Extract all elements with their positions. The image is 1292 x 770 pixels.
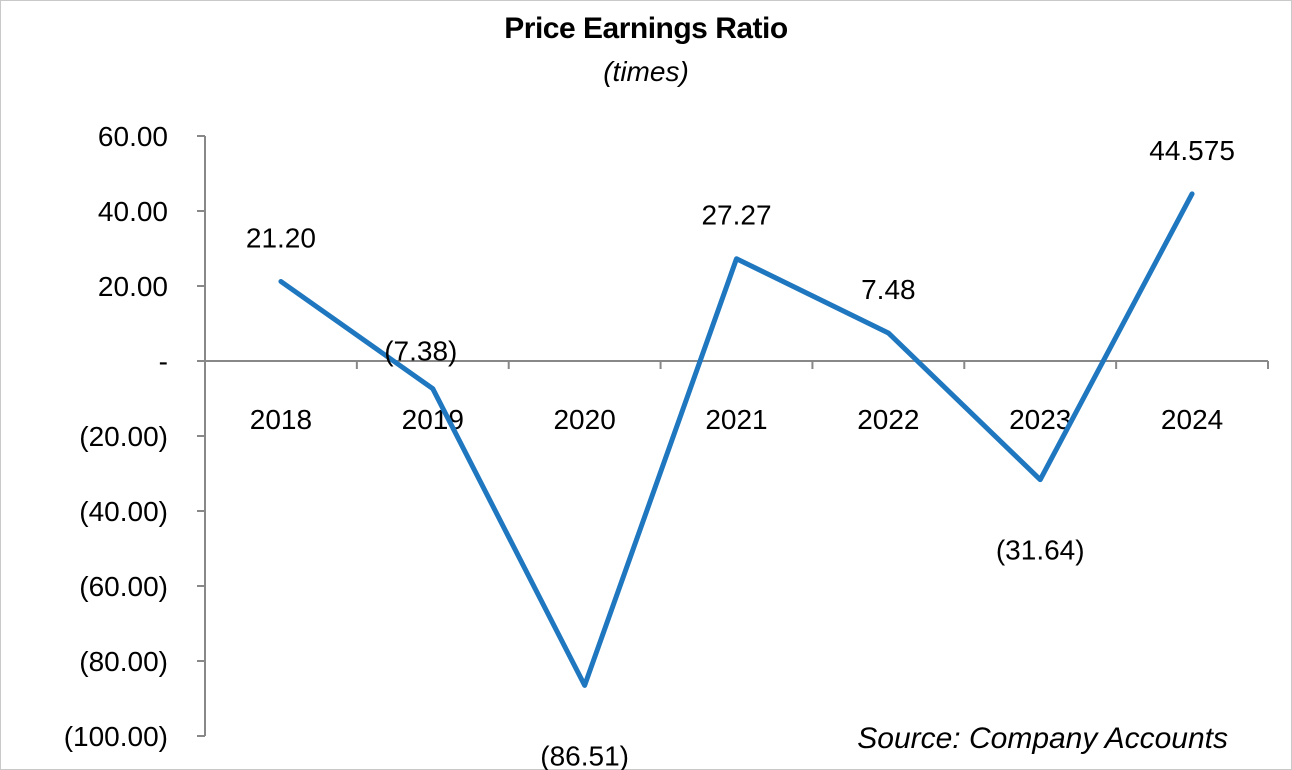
y-tick-label: 20.00: [98, 271, 168, 302]
y-tick-label: (100.00): [64, 721, 168, 752]
data-label: 7.48: [861, 274, 916, 305]
y-tick-label: -: [159, 346, 168, 377]
data-label: 21.20: [246, 223, 316, 254]
y-tick-label: (20.00): [79, 421, 168, 452]
y-tick-label: (40.00): [79, 496, 168, 527]
data-label: 27.27: [701, 200, 771, 231]
series-line: [278, 191, 1195, 688]
x-tick-label: 2018: [250, 404, 312, 435]
chart-subtitle: (times): [603, 56, 689, 87]
chart-title: Price Earnings Ratio: [504, 12, 788, 45]
x-tick-label: 2024: [1161, 404, 1223, 435]
x-tick-label: 2021: [705, 404, 767, 435]
data-label: (7.38): [384, 336, 457, 367]
y-tick-label: (60.00): [79, 571, 168, 602]
data-label: 44.575: [1149, 135, 1235, 166]
data-label: (31.64): [996, 535, 1085, 566]
y-tick-label: 60.00: [98, 121, 168, 152]
y-tick-label: 40.00: [98, 196, 168, 227]
x-tick-label: 2023: [1009, 404, 1071, 435]
x-tick-label: 2022: [857, 404, 919, 435]
source-note: Source: Company Accounts: [857, 722, 1228, 755]
data-label: (86.51): [540, 740, 629, 770]
x-tick-label: 2020: [553, 404, 615, 435]
y-tick-label: (80.00): [79, 646, 168, 677]
